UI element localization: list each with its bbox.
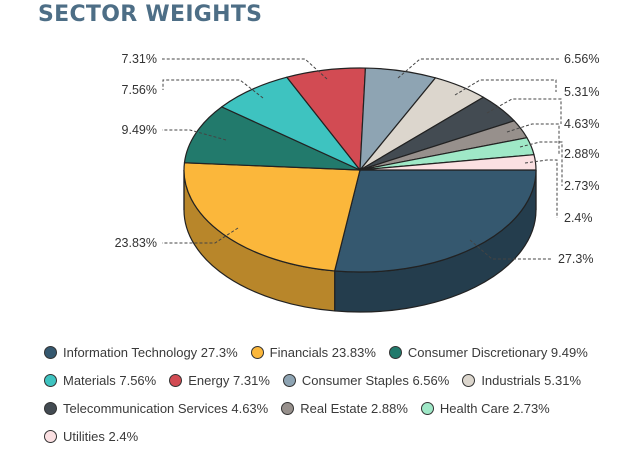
leader-line-health-care (519, 141, 563, 186)
legend-label: Telecommunication Services 4.63% (63, 401, 269, 417)
legend-row: Information Technology 27.3% Financials 2… (44, 344, 644, 372)
legend-label: Real Estate 2.88% (300, 401, 408, 417)
legend-swatch (250, 346, 264, 360)
legend-item: Materials 7.56% (44, 373, 156, 388)
legend-swatch (388, 346, 402, 360)
value-label-utilities: 2.4% (564, 211, 593, 225)
legend-item: Real Estate 2.88% (281, 401, 408, 416)
leader-line-telecommunication-services (486, 98, 562, 124)
legend-swatch (44, 374, 57, 388)
value-label-materials: 7.56% (122, 83, 157, 97)
legend-label: Financials 23.83% (269, 345, 376, 361)
leader-line-energy (162, 58, 328, 80)
value-label-consumer-staples: 6.56% (564, 52, 599, 66)
leader-line-consumer-discretionary (162, 129, 227, 141)
chart-legend: Information Technology 27.3% Financials 2… (44, 344, 644, 456)
leader-line-financials (162, 227, 239, 244)
legend-swatch (44, 402, 57, 416)
leader-line-utilities (524, 159, 558, 218)
chart-title: SECTOR WEIGHTS (38, 2, 263, 27)
slice-information-technology (334, 169, 537, 273)
leader-line-industrials (454, 79, 557, 96)
legend-item: Industrials 5.31% (462, 373, 581, 388)
slice-utilities (359, 154, 537, 171)
legend-label: Utilities 2.4% (63, 429, 139, 445)
legend-label: Energy 7.31% (188, 373, 270, 389)
legend-item: Information Technology 27.3% (44, 345, 238, 360)
legend-swatch (44, 346, 57, 360)
legend-item: Energy 7.31% (169, 373, 270, 388)
value-label-telecommunication-services: 4.63% (564, 117, 599, 131)
legend-item: Health Care 2.73% (420, 401, 550, 417)
legend-item: Telecommunication Services 4.63% (44, 401, 268, 416)
leader-line-materials (162, 79, 264, 99)
value-label-consumer-discretionary: 9.49% (122, 123, 157, 137)
legend-swatch (169, 374, 183, 388)
legend-item: Utilities 2.4% (44, 429, 138, 444)
value-label-information-technology: 27.3% (558, 252, 593, 266)
legend-item: Consumer Staples 6.56% (282, 373, 450, 389)
legend-row: Utilities 2.4% (44, 428, 644, 456)
legend-swatch (281, 402, 295, 416)
value-label-real-estate: 2.88% (564, 147, 599, 161)
slice-financials (183, 162, 361, 272)
legend-label: Materials 7.56% (63, 373, 157, 389)
pie-chart: 27.3% 23.83% 9.49% 7.56% 7.31% 6.56% 5.31% 4.63… (115, 52, 599, 313)
legend-item: Financials 23.83% (250, 345, 376, 361)
legend-label: Consumer Discretionary 9.49% (407, 345, 588, 361)
legend-swatch (44, 430, 57, 444)
leader-line-consumer-staples (397, 58, 559, 79)
legend-item: Consumer Discretionary 9.49% (388, 345, 588, 361)
legend-swatch (462, 374, 476, 388)
value-label-health-care: 2.73% (564, 179, 599, 193)
legend-row: Materials 7.56% Energy 7.31% Consumer Stap… (44, 372, 644, 400)
value-label-financials: 23.83% (115, 236, 157, 250)
legend-swatch (282, 374, 296, 388)
slice-consumer-discretionary (183, 106, 361, 171)
value-label-energy: 7.31% (122, 52, 157, 66)
legend-label: Health Care 2.73% (439, 401, 550, 417)
legend-label: Consumer Staples 6.56% (301, 373, 450, 389)
legend-label: Information Technology 27.3% (63, 345, 238, 361)
value-label-industrials: 5.31% (564, 85, 599, 99)
legend-label: Industrials 5.31% (481, 373, 582, 389)
legend-row: Telecommunication Services 4.63% Real Est… (44, 400, 644, 428)
legend-swatch (420, 402, 434, 416)
